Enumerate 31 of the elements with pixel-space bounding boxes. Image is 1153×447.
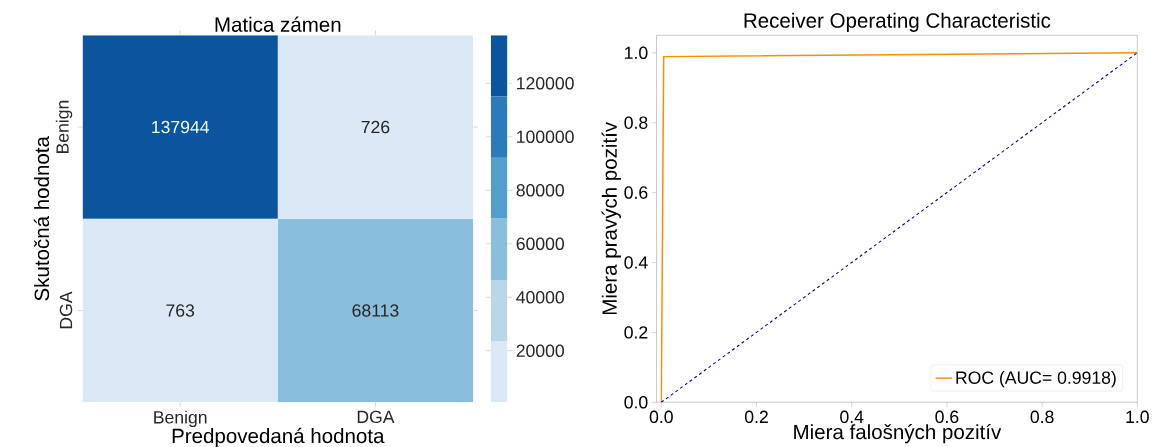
- chart-title: Matica zámen: [215, 16, 341, 32]
- y-tick-label: 0.0: [624, 395, 648, 409]
- x-tick-label: 0.8: [1030, 410, 1054, 423]
- y-tick-label: 0.6: [624, 186, 648, 199]
- y-tick-label: 0.8: [624, 116, 648, 129]
- color-bar-label: 60000: [516, 237, 564, 250]
- x-tick-label: 0.2: [744, 410, 768, 423]
- color-bar-label: 20000: [516, 344, 564, 357]
- data-label: 68113: [352, 304, 399, 317]
- color-bar-label: 100000: [517, 130, 574, 143]
- x-axis-title: Miera falošných pozitív: [794, 423, 1002, 444]
- y-tick-label: 0.2: [624, 325, 648, 339]
- color-bar-label: 80000: [516, 183, 564, 197]
- x-tick-label: 0.4: [840, 410, 864, 423]
- y-tick-label: 0.4: [624, 256, 648, 269]
- x-tick-label: 1.0: [1126, 410, 1149, 423]
- color-bar-label: 120000: [517, 76, 574, 90]
- data-label: 726: [361, 120, 390, 134]
- x-tick-label: 0.0: [649, 410, 673, 423]
- y-axis-title: Skutočná hodnota: [33, 135, 50, 301]
- legend-label: ROC (AUC= 0.9918): [956, 370, 1116, 388]
- x-axis-title: Predpovedaná hodnota: [172, 427, 385, 447]
- chart-title: Receiver Operating Characteristic: [744, 12, 1051, 32]
- x-tick-label: 0.6: [935, 410, 959, 423]
- y-axis-title: Miera pravých pozitív: [601, 121, 621, 314]
- y-tick-label: 1.0: [625, 46, 648, 59]
- x-tick-label: DGA: [357, 410, 395, 423]
- x-tick-label: Benign: [154, 410, 207, 427]
- data-label: 137944: [152, 120, 210, 134]
- data-label: 763: [166, 304, 195, 317]
- color-bar-label: 40000: [516, 290, 564, 304]
